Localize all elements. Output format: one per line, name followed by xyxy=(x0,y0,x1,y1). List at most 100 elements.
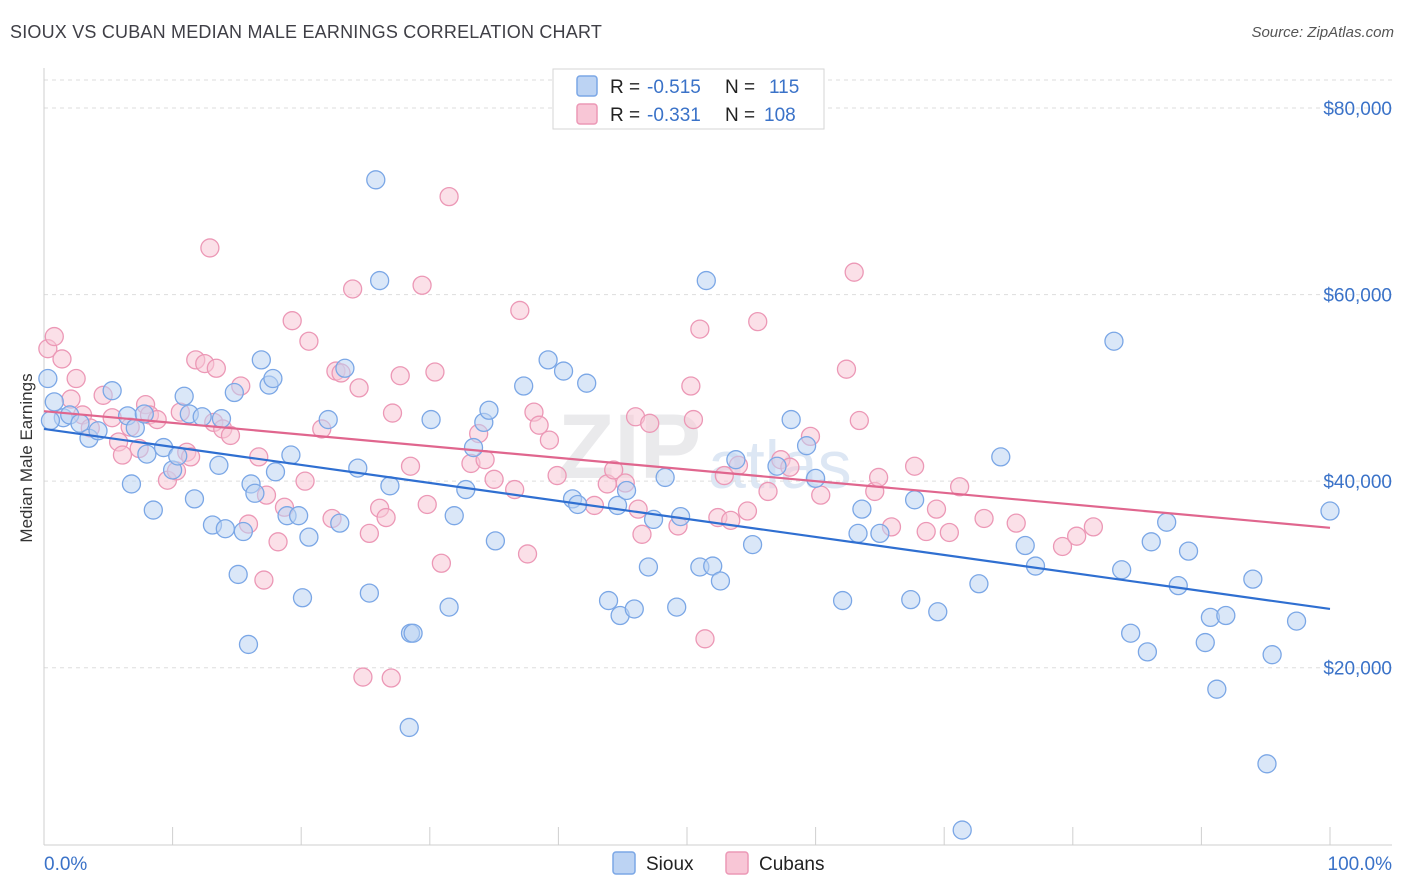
legend-r-label-cubans: R = xyxy=(610,105,640,126)
cubans-point xyxy=(400,456,421,476)
sioux-point xyxy=(1141,532,1161,552)
cubans-point xyxy=(714,465,734,486)
sioux-point xyxy=(1207,679,1227,699)
y-axis-label: Median Male Earnings xyxy=(17,373,36,542)
sioux-point xyxy=(710,571,731,591)
cubans-point xyxy=(681,376,701,396)
legend-swatch-sioux xyxy=(576,75,598,97)
legend-n-label-sioux: N = xyxy=(725,77,755,98)
cubans-point xyxy=(916,521,936,542)
sioux-point xyxy=(168,446,188,466)
y-tick-label: $40,000 xyxy=(1323,472,1392,493)
sioux-point xyxy=(288,506,309,526)
sioux-point xyxy=(1216,605,1236,626)
sioux-point xyxy=(1157,512,1177,532)
sioux-point xyxy=(479,400,499,420)
sioux-point xyxy=(616,480,637,501)
sioux-point xyxy=(767,456,787,476)
sioux-point xyxy=(359,583,380,603)
sioux-point xyxy=(1104,331,1124,351)
sioux-point xyxy=(399,717,419,738)
sioux-point xyxy=(292,588,313,608)
cubans-point xyxy=(748,311,768,332)
sioux-point xyxy=(781,409,801,430)
cubans-point xyxy=(683,409,704,430)
sioux-point xyxy=(134,404,154,424)
y-tick-label: $80,000 xyxy=(1323,99,1392,120)
sioux-point xyxy=(1195,632,1215,653)
sioux-point xyxy=(577,373,597,393)
sioux-point xyxy=(211,409,232,429)
x-tick-label-max: 100.0% xyxy=(1328,854,1393,875)
sioux-point xyxy=(726,450,746,470)
cubans-point xyxy=(868,467,889,488)
cubans-point xyxy=(510,300,530,321)
sioux-point xyxy=(553,361,574,381)
legend-n-value-sioux: 115 xyxy=(769,77,799,98)
cubans-point xyxy=(439,186,459,207)
cubans-point xyxy=(529,415,549,435)
cubans-point xyxy=(44,326,64,347)
sioux-point xyxy=(1320,501,1340,521)
sioux-point xyxy=(369,270,390,291)
sioux-point xyxy=(655,467,675,488)
sioux-point xyxy=(870,523,890,544)
sioux-point xyxy=(832,590,853,611)
cubans-point xyxy=(604,460,624,480)
cubans-point xyxy=(484,469,504,489)
cubans-point xyxy=(249,447,269,467)
cubans-point xyxy=(849,410,869,431)
sioux-point xyxy=(233,521,253,542)
sioux-point xyxy=(463,437,484,458)
sioux-point xyxy=(224,382,244,403)
cubans-point xyxy=(254,570,274,590)
cubans-point xyxy=(926,499,947,519)
correlation-legend: R = -0.515 N = 115 R = -0.331 N = 108 xyxy=(552,68,825,130)
sioux-point xyxy=(44,392,64,412)
x-axis-ticks xyxy=(43,827,1331,845)
sioux-point xyxy=(904,490,925,510)
cubans-point xyxy=(517,544,538,564)
legend-n-label-cubans: N = xyxy=(725,105,755,126)
sioux-point xyxy=(928,602,948,622)
sioux-point xyxy=(245,483,265,503)
cubans-point xyxy=(547,465,567,486)
sioux-point xyxy=(102,381,122,401)
cubans-point xyxy=(632,524,652,544)
sioux-point xyxy=(299,527,319,547)
sioux-point xyxy=(1243,569,1263,589)
sioux-point xyxy=(184,489,205,509)
cubans-point xyxy=(295,471,315,491)
sioux-point xyxy=(403,623,423,643)
cubans-point xyxy=(382,403,403,423)
cubans-point xyxy=(342,279,363,299)
bottom-legend-label-cubans: Cubans xyxy=(759,854,825,875)
cubans-point xyxy=(112,445,133,465)
y-axis-tick-labels: $20,000 $40,000 $60,000 $80,000 xyxy=(1323,99,1392,680)
cubans-point xyxy=(200,238,220,258)
sioux-point xyxy=(1168,575,1188,596)
sioux-point xyxy=(485,531,506,551)
sioux-point xyxy=(1286,611,1307,631)
legend-box xyxy=(552,68,825,130)
cubans-point xyxy=(539,430,560,450)
sioux-point xyxy=(335,358,355,378)
chart-title: SIOUX VS CUBAN MEDIAN MALE EARNINGS CORR… xyxy=(10,22,603,42)
sioux-point xyxy=(228,564,248,585)
sioux-point xyxy=(696,270,716,291)
cubans-trend-line xyxy=(43,410,1331,529)
sioux-point xyxy=(852,499,872,519)
y-tick-label: $60,000 xyxy=(1323,286,1392,307)
sioux-point xyxy=(281,445,301,465)
sioux-point xyxy=(318,409,338,430)
sioux-point xyxy=(1178,541,1199,561)
cubans-point xyxy=(939,522,959,543)
legend-n-value-cubans: 108 xyxy=(764,105,796,126)
sioux-point xyxy=(1257,754,1277,774)
sioux-point xyxy=(330,513,350,533)
y-tick-label: $20,000 xyxy=(1323,659,1392,680)
sioux-point xyxy=(215,519,235,539)
sioux-point xyxy=(742,534,763,555)
bottom-legend-swatch-cubans xyxy=(725,851,749,875)
